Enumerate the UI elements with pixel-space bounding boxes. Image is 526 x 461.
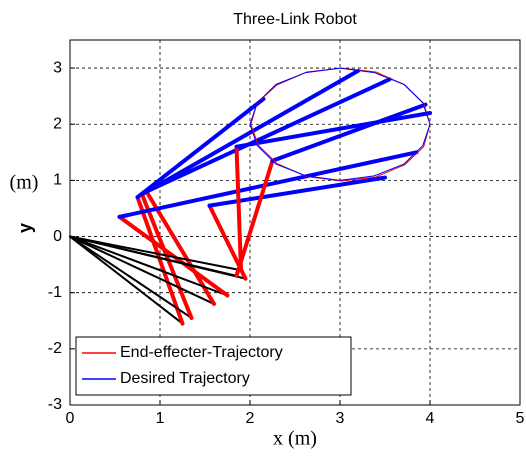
x-tick-label: 0	[66, 410, 75, 427]
robot-link	[117, 150, 419, 219]
robot-link	[69, 235, 184, 325]
robot-link	[234, 111, 432, 149]
trajectory-line	[249, 67, 431, 181]
y-tick-label: 3	[53, 59, 62, 76]
y-tick-label: 1	[53, 172, 62, 189]
x-tick-label: 1	[156, 410, 165, 427]
x-tick-label: 3	[336, 410, 345, 427]
legend-label: Desired Trajectory	[120, 370, 250, 387]
robot-link	[69, 235, 238, 277]
x-axis-label: x (m)	[273, 428, 317, 450]
robot-link	[69, 235, 242, 272]
y-tick-label: 2	[53, 115, 62, 132]
robot-link	[234, 158, 275, 278]
y-axis-unit: (m)	[10, 172, 39, 194]
robot-link	[135, 195, 185, 326]
x-tick-label: 2	[246, 410, 255, 427]
y-tick-label: 0	[53, 228, 62, 245]
x-tick-label: 5	[516, 410, 525, 427]
robot-link	[69, 235, 193, 319]
robot-link	[234, 144, 243, 273]
robot-link	[69, 235, 215, 305]
robot-link	[140, 68, 360, 197]
legend	[75, 336, 352, 396]
x-tick-label: 4	[426, 410, 435, 427]
robot-link	[69, 235, 229, 297]
robot-link	[135, 96, 266, 200]
robot-link	[144, 77, 392, 194]
legend-label: End-effecter-Trajectory	[120, 344, 283, 361]
chart-title: Three-Link Robot	[233, 11, 357, 28]
trajectory-line	[250, 67, 431, 182]
y-tick-label: -1	[48, 284, 62, 301]
y-tick-label: -2	[48, 340, 62, 357]
y-tick-label: -3	[48, 396, 62, 413]
y-axis-label: y	[15, 223, 35, 233]
robot-link	[270, 102, 428, 163]
